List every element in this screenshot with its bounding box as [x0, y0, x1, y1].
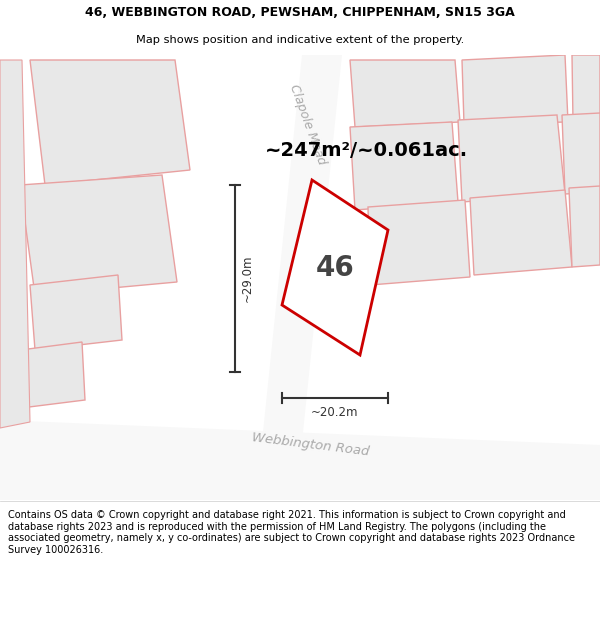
- Text: ~20.2m: ~20.2m: [311, 406, 359, 419]
- Polygon shape: [458, 115, 565, 202]
- Text: Clapole Mead: Clapole Mead: [287, 83, 329, 167]
- Polygon shape: [350, 60, 460, 127]
- Polygon shape: [368, 200, 470, 285]
- Polygon shape: [5, 342, 85, 410]
- Polygon shape: [30, 60, 190, 185]
- Polygon shape: [569, 186, 600, 267]
- Polygon shape: [0, 60, 30, 428]
- Polygon shape: [462, 55, 568, 124]
- Text: Webbington Road: Webbington Road: [251, 431, 370, 459]
- Polygon shape: [20, 175, 177, 295]
- Text: ~29.0m: ~29.0m: [241, 255, 254, 302]
- Text: 46, WEBBINGTON ROAD, PEWSHAM, CHIPPENHAM, SN15 3GA: 46, WEBBINGTON ROAD, PEWSHAM, CHIPPENHAM…: [85, 6, 515, 19]
- Text: 46: 46: [316, 254, 355, 281]
- Polygon shape: [0, 420, 600, 500]
- Polygon shape: [256, 55, 342, 500]
- Text: Map shows position and indicative extent of the property.: Map shows position and indicative extent…: [136, 34, 464, 44]
- Polygon shape: [572, 55, 600, 122]
- Polygon shape: [350, 122, 458, 210]
- Text: Contains OS data © Crown copyright and database right 2021. This information is : Contains OS data © Crown copyright and d…: [8, 510, 575, 555]
- Polygon shape: [30, 275, 122, 350]
- Polygon shape: [562, 113, 600, 194]
- Polygon shape: [470, 190, 572, 275]
- Polygon shape: [282, 180, 388, 355]
- Text: ~247m²/~0.061ac.: ~247m²/~0.061ac.: [265, 141, 468, 159]
